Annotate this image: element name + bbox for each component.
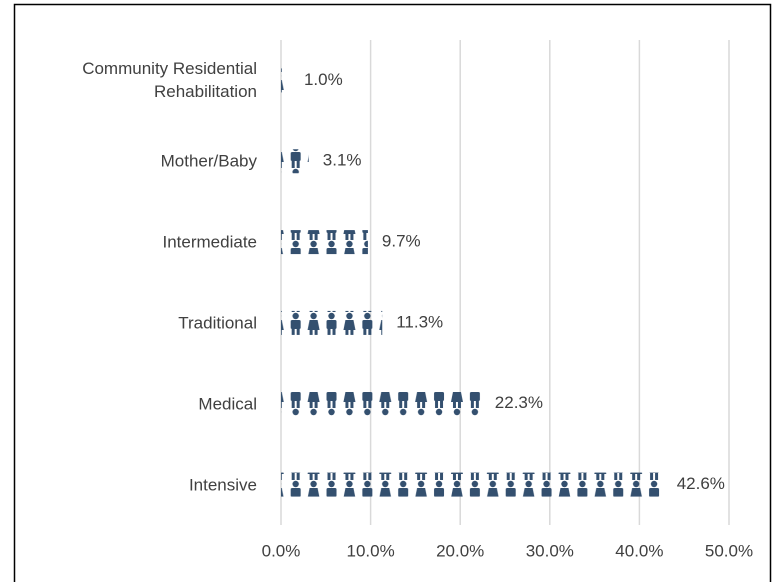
x-tick-label: 30.0%: [526, 541, 574, 560]
category-label: Community Residential Rehabilitation: [82, 59, 257, 102]
x-tick-label: 10.0%: [346, 541, 394, 560]
bar: [281, 310, 383, 335]
value-label: 11.3%: [396, 312, 443, 331]
bar: [281, 472, 663, 497]
category-label: Intermediate: [162, 232, 258, 252]
category-label: Intensive: [188, 475, 257, 495]
bar: [281, 230, 368, 255]
value-label: 42.6%: [677, 474, 725, 493]
x-tick-label: 50.0%: [705, 541, 753, 560]
bar: [281, 391, 481, 416]
x-tick-label: 0.0%: [262, 541, 301, 560]
bar: [281, 68, 290, 93]
category-label: Mother/Baby: [160, 151, 257, 171]
x-tick-label: 40.0%: [615, 541, 663, 560]
x-tick-label: 20.0%: [436, 541, 484, 560]
bar: [281, 149, 309, 174]
value-label: 1.0%: [304, 70, 343, 89]
category-label: Medical: [198, 394, 257, 414]
frame: [13, 3, 772, 582]
value-label: 3.1%: [323, 151, 362, 170]
category-label: Traditional: [178, 313, 257, 333]
value-label: 22.3%: [495, 393, 543, 412]
value-label: 9.7%: [382, 232, 421, 251]
